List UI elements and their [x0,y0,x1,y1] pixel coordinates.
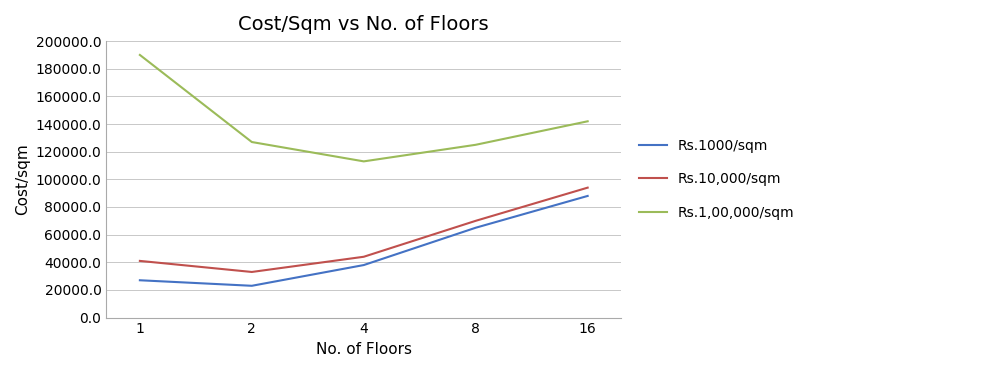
Rs.1000/sqm [134,278,146,282]
Rs.10,000/sqm [246,270,258,274]
Rs.1,00,000/sqm [581,119,593,124]
Line: Rs.1,00,000/sqm: Rs.1,00,000/sqm [140,55,587,161]
Legend: Rs.1000/sqm, Rs.10,000/sqm, Rs.1,00,000/sqm: Rs.1000/sqm, Rs.10,000/sqm, Rs.1,00,000/… [633,133,800,225]
Rs.10,000/sqm [470,219,482,223]
Title: Cost/Sqm vs No. of Floors: Cost/Sqm vs No. of Floors [238,15,490,34]
Rs.1000/sqm [581,194,593,198]
X-axis label: No. of Floors: No. of Floors [316,342,412,357]
Rs.10,000/sqm [581,185,593,190]
Y-axis label: Cost/sqm: Cost/sqm [15,144,30,215]
Rs.1,00,000/sqm [134,53,146,57]
Rs.10,000/sqm [358,254,370,259]
Line: Rs.10,000/sqm: Rs.10,000/sqm [140,187,587,272]
Rs.1000/sqm [246,283,258,288]
Rs.10,000/sqm [134,259,146,263]
Rs.1,00,000/sqm [246,140,258,144]
Rs.1,00,000/sqm [358,159,370,164]
Rs.1000/sqm [470,225,482,230]
Rs.1,00,000/sqm [470,142,482,147]
Rs.1000/sqm [358,263,370,267]
Line: Rs.1000/sqm: Rs.1000/sqm [140,196,587,286]
